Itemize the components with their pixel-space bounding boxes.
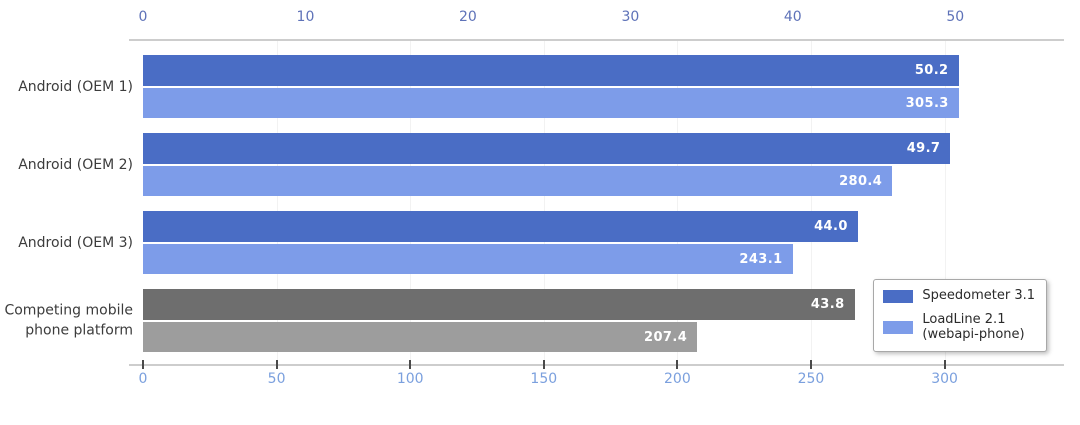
legend-entry: LoadLine 2.1 (webapi-phone) [883, 312, 1035, 343]
gridline [677, 41, 679, 364]
gridline [543, 41, 545, 364]
bottom-axis-tick-mark [542, 360, 545, 369]
top-axis-line [129, 39, 1064, 41]
bottom-axis-tick-mark [409, 360, 412, 369]
bar-value-label: 207.4 [644, 329, 688, 345]
category-label: Android (OEM 2) [18, 156, 133, 173]
bar-loadline: 305.3 [143, 88, 959, 118]
legend-label: Speedometer 3.1 [922, 288, 1035, 304]
bar-value-label: 50.2 [914, 63, 949, 78]
top-axis-tick-label: 40 [783, 9, 802, 25]
top-axis-tick-label: 20 [458, 9, 477, 25]
bottom-axis-tick-label: 50 [267, 371, 286, 387]
bar-loadline: 243.1 [143, 244, 793, 274]
bar-loadline: 280.4 [143, 166, 893, 196]
bottom-axis-tick-label: 100 [396, 371, 424, 387]
top-axis-tick-label: 50 [946, 9, 965, 25]
bar-value-label: 305.3 [905, 95, 949, 111]
bottom-axis-tick-label: 250 [797, 371, 825, 387]
bar-value-label: 280.4 [839, 173, 883, 189]
top-axis-tick-label: 0 [138, 9, 148, 25]
bar-value-label: 44.0 [814, 219, 848, 234]
bar-loadline: 207.4 [143, 322, 698, 352]
legend-entry: Speedometer 3.1 [883, 288, 1035, 304]
category-label: Android (OEM 1) [18, 78, 133, 95]
bottom-axis-tick-mark [275, 360, 278, 369]
gridline [810, 41, 812, 364]
bar-value-label: 49.7 [906, 141, 941, 156]
top-axis-tick-label: 10 [296, 9, 315, 25]
top-axis-tick-label: 30 [621, 9, 640, 25]
legend: Speedometer 3.1 LoadLine 2.1 (webapi-phon… [873, 279, 1047, 352]
bar-speedometer: 49.7 [143, 133, 951, 164]
gridline [410, 41, 412, 364]
bottom-axis-tick-mark [676, 360, 679, 369]
gridline [944, 41, 946, 364]
legend-swatch [883, 289, 914, 303]
bottom-axis-tick-mark [809, 360, 812, 369]
gridline [276, 41, 278, 364]
bar-speedometer: 44.0 [143, 211, 858, 242]
bottom-axis-tick-label: 200 [664, 371, 691, 387]
bar-speedometer: 50.2 [143, 55, 959, 86]
bottom-axis-tick-mark [142, 360, 144, 369]
category-label: Competing mobile phone platform [4, 302, 133, 339]
category-label: Android (OEM 3) [18, 234, 133, 251]
plot-area: 0 10 20 30 40 50 50.2 305.3 49.7 280.4 44.0 243.1 4… [129, 9, 1064, 387]
bottom-axis-tick-label: 150 [530, 371, 558, 387]
bottom-axis-tick-label: 300 [931, 371, 958, 387]
bottom-axis-tick-mark [943, 360, 946, 369]
bottom-axis-tick-label: 0 [138, 371, 148, 387]
bar-value-label: 243.1 [739, 251, 783, 267]
bottom-axis-line [129, 364, 1064, 366]
legend-label: LoadLine 2.1 (webapi-phone) [922, 311, 1025, 343]
bar-speedometer: 43.8 [143, 289, 855, 320]
bar-value-label: 43.8 [810, 297, 845, 312]
legend-swatch [883, 320, 914, 334]
